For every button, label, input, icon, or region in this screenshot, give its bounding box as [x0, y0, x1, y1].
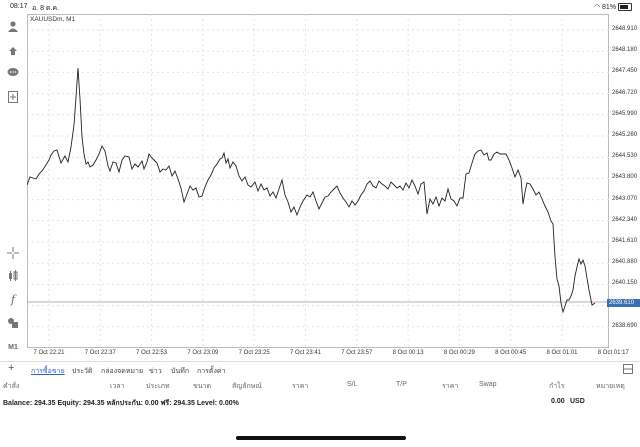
- x-tick-label: 8 Oct 00:13: [392, 350, 424, 356]
- y-tick-label: 2647.450: [612, 68, 638, 75]
- balance-amount: 0.00: [551, 398, 565, 405]
- y-tick-label: 2640.880: [612, 259, 638, 266]
- chart-symbol: XAUUSDm, M1: [30, 16, 76, 23]
- download-icon[interactable]: [6, 43, 20, 57]
- x-tick-label: 7 Oct 22:21: [33, 350, 65, 356]
- y-tick-label: 2645.990: [612, 110, 638, 117]
- chart-toolbar: f M1: [0, 14, 27, 351]
- chart-border: [27, 14, 609, 348]
- col-price2: ราคา: [442, 383, 459, 390]
- col-type: ประเภท: [146, 383, 170, 390]
- positions-header: คำสั่ง เวลา ประเภท ขนาด สัญลักษณ์ ราคา S…: [0, 377, 640, 392]
- col-swap: Swap: [479, 381, 497, 388]
- balance-text: Balance: 294.35 Equity: 294.35 หลักประกั…: [3, 400, 239, 407]
- x-tick-label: 8 Oct 00:45: [495, 350, 527, 356]
- price-chart[interactable]: [27, 14, 609, 348]
- x-tick-label: 8 Oct 01:17: [597, 350, 629, 356]
- x-tick-label: 7 Oct 23:09: [187, 350, 219, 356]
- person-icon[interactable]: [6, 19, 20, 33]
- x-tick-label: 7 Oct 22:53: [136, 350, 168, 356]
- tab-mailbox[interactable]: กล่องจดหมาย: [101, 368, 144, 375]
- price-series-line: [27, 67, 596, 314]
- col-profit: กำไร: [549, 383, 565, 390]
- status-time: 08:17: [10, 3, 28, 10]
- chat-icon[interactable]: [6, 66, 20, 80]
- status-bar: 08:17 อ. 8 ต.ค. ◠ 81%: [0, 0, 640, 14]
- function-icon[interactable]: f: [10, 292, 16, 306]
- x-tick-label: 7 Oct 23:25: [238, 350, 270, 356]
- y-tick-label: 2641.610: [612, 238, 638, 244]
- x-tick-label: 8 Oct 01:01: [546, 350, 578, 356]
- y-tick-label: 2642.340: [612, 216, 638, 223]
- tab-news[interactable]: ข่าว: [149, 368, 162, 375]
- y-tick-label: 2646.720: [612, 89, 638, 96]
- tab-journal[interactable]: บันทึก: [171, 368, 190, 375]
- balance-currency: USD: [570, 398, 585, 405]
- current-price-tag: 2639.610: [607, 299, 640, 307]
- y-tick-label: 2638.690: [612, 322, 638, 329]
- balance-row: Balance: 294.35 Equity: 294.35 หลักประกั…: [0, 394, 640, 410]
- tab-trade[interactable]: การซื้อขาย: [31, 368, 65, 375]
- tab-settings[interactable]: การตั้งค่า: [197, 368, 226, 375]
- col-order: คำสั่ง: [3, 383, 20, 390]
- crosshair-icon[interactable]: [6, 246, 20, 260]
- col-size: ขนาด: [193, 383, 212, 390]
- y-tick-label: 2648.180: [612, 47, 638, 54]
- status-date: อ. 8 ต.ค.: [32, 5, 60, 12]
- col-tp: T/P: [396, 381, 407, 388]
- tab-history[interactable]: ประวัติ: [72, 368, 93, 375]
- status-right: ◠ 81%: [593, 3, 632, 12]
- home-indicator: [236, 436, 406, 440]
- layout-icon[interactable]: [623, 364, 633, 376]
- battery-icon: [618, 3, 632, 12]
- add-document-icon[interactable]: [6, 90, 20, 104]
- col-sl: S/L: [347, 381, 358, 388]
- col-comment: หมายเหตุ: [596, 383, 625, 390]
- y-tick-label: 2643.800: [612, 174, 638, 181]
- candles-icon[interactable]: [6, 269, 20, 283]
- col-symbol: สัญลักษณ์: [232, 383, 262, 390]
- y-tick-label: 2640.150: [612, 280, 638, 287]
- add-tab-button[interactable]: +: [8, 362, 15, 374]
- y-tick-label: 2648.910: [612, 26, 638, 32]
- x-tick-label: 7 Oct 23:57: [341, 350, 373, 356]
- timeframe-button[interactable]: M1: [8, 343, 18, 351]
- x-tick-label: 7 Oct 23:41: [289, 350, 322, 356]
- x-tick-label: 8 Oct 00:29: [443, 350, 475, 356]
- wifi-icon: ◠: [593, 4, 601, 11]
- x-tick-label: 7 Oct 22:37: [84, 350, 116, 356]
- y-tick-label: 2643.070: [612, 195, 638, 202]
- col-price: ราคา: [292, 383, 309, 390]
- y-tick-label: 2645.260: [612, 132, 638, 138]
- y-tick-label: 2644.530: [612, 153, 638, 160]
- objects-icon[interactable]: [6, 316, 20, 330]
- col-time: เวลา: [110, 383, 125, 390]
- terminal-tabs: + การซื้อขาย ประวัติ กล่องจดหมาย ข่าว บั…: [0, 361, 640, 378]
- battery-label: 81%: [602, 4, 617, 11]
